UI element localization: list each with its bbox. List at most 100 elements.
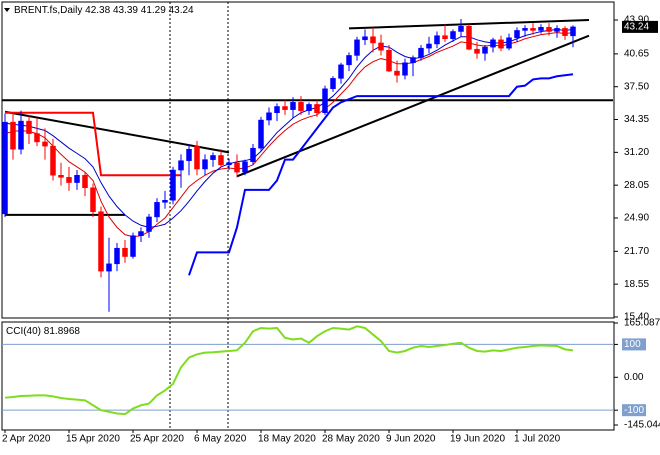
candle-body (450, 31, 456, 40)
candle-body (18, 120, 24, 150)
price-plot-area (2, 18, 613, 312)
indicator-line (188, 73, 574, 276)
x-tick-label: 25 Apr 2020 (130, 434, 184, 445)
candle-body (186, 148, 192, 161)
y-tick-label: 100 (624, 339, 641, 350)
candle-body (98, 211, 104, 272)
candle-body (482, 46, 488, 54)
candle-body (74, 175, 80, 183)
candle-body (146, 216, 152, 232)
candle-body (234, 162, 240, 173)
candle-body (522, 28, 528, 31)
y-tick-label: 0.00 (624, 372, 644, 383)
candle-body (210, 155, 216, 160)
candle-body (570, 26, 576, 37)
price-plot (2, 18, 613, 312)
candle-body (330, 78, 336, 90)
header-open: 42.38 (85, 5, 110, 16)
candle-body (418, 47, 424, 58)
candle-body (530, 28, 536, 31)
candle-body (250, 147, 256, 162)
header-icon (4, 8, 10, 12)
current-price-label: 43.24 (624, 22, 649, 33)
x-tick-label: 19 Jun 2020 (450, 434, 505, 445)
candle-body (66, 177, 72, 183)
candle-body (154, 202, 160, 218)
candle-body (202, 159, 208, 170)
candle-body (26, 120, 32, 134)
candle-body (274, 106, 280, 114)
candle-body (498, 39, 504, 49)
candle-body (394, 70, 400, 76)
price-header: BRENT.fs,Daily 42.38 43.39 41.29 43.24 (14, 5, 194, 16)
indicator-line (5, 111, 181, 177)
candle-body (354, 39, 360, 56)
y-tick-label: 40.65 (624, 49, 649, 60)
y-tick-label: 37.50 (624, 81, 649, 92)
candle-body (370, 36, 376, 44)
candle-body (170, 169, 176, 201)
candle-body (538, 27, 544, 31)
candle-body (546, 27, 552, 32)
x-tick-label: 1 Jul 2020 (514, 434, 561, 445)
candle-body (562, 28, 568, 36)
candle-body (106, 263, 112, 272)
candle-body (458, 26, 464, 32)
cci-title: CCI(40) (6, 326, 41, 337)
candle-body (362, 36, 368, 41)
x-tick-label: 6 May 2020 (194, 434, 247, 445)
header-high: 43.39 (113, 5, 138, 16)
y-tick-label: 43.90 (624, 15, 649, 26)
candle-body (290, 102, 296, 110)
candle-body (426, 43, 432, 49)
candle-body (402, 62, 408, 76)
candle-body (114, 247, 120, 265)
candle-body (474, 48, 480, 54)
candle-body (554, 28, 560, 32)
cci-header: CCI(40) 81.8968 (6, 326, 80, 337)
header-low: 41.29 (141, 5, 166, 16)
y-tick-label: 34.35 (624, 114, 649, 125)
candle-body (378, 42, 384, 51)
candle-body (218, 155, 224, 166)
candle-body (194, 145, 200, 170)
candle-body (514, 30, 520, 38)
x-tick-label: 9 Jun 2020 (386, 434, 436, 445)
candle-body (490, 39, 496, 48)
header-close: 43.24 (169, 5, 194, 16)
candle-body (258, 119, 264, 149)
x-tick-label: 18 May 2020 (258, 434, 316, 445)
candle-body (82, 175, 88, 189)
y-tick-label: 18.55 (624, 279, 649, 290)
candle-body (386, 49, 392, 72)
candle-body (434, 35, 440, 45)
candle-body (466, 26, 472, 50)
indicator-line (4, 32, 574, 238)
y-tick-label: 15.40 (624, 312, 649, 323)
cci-panel (1, 321, 615, 431)
candle-body (122, 247, 128, 257)
current-price-box (622, 20, 658, 33)
candle-body (322, 88, 328, 114)
x-tick-label: 2 Apr 2020 (2, 434, 51, 445)
candle-body (162, 200, 168, 203)
trendline (236, 34, 590, 178)
candle-body (130, 235, 136, 257)
x-tick-label: 15 Apr 2020 (66, 434, 120, 445)
trendline (4, 110, 230, 154)
indicator-line (4, 28, 574, 228)
candle-body (138, 231, 144, 236)
y-tick-label: 28.05 (624, 180, 649, 191)
candle-body (338, 64, 344, 79)
candle-body (306, 104, 312, 111)
candle-body (90, 187, 96, 212)
y-tick-label: 21.70 (624, 246, 649, 257)
candle-body (42, 141, 48, 147)
candle-body (178, 160, 184, 171)
candle-body (34, 133, 40, 143)
candle-body (2, 121, 8, 215)
level-label-box (622, 338, 646, 351)
candle-body (346, 55, 352, 66)
